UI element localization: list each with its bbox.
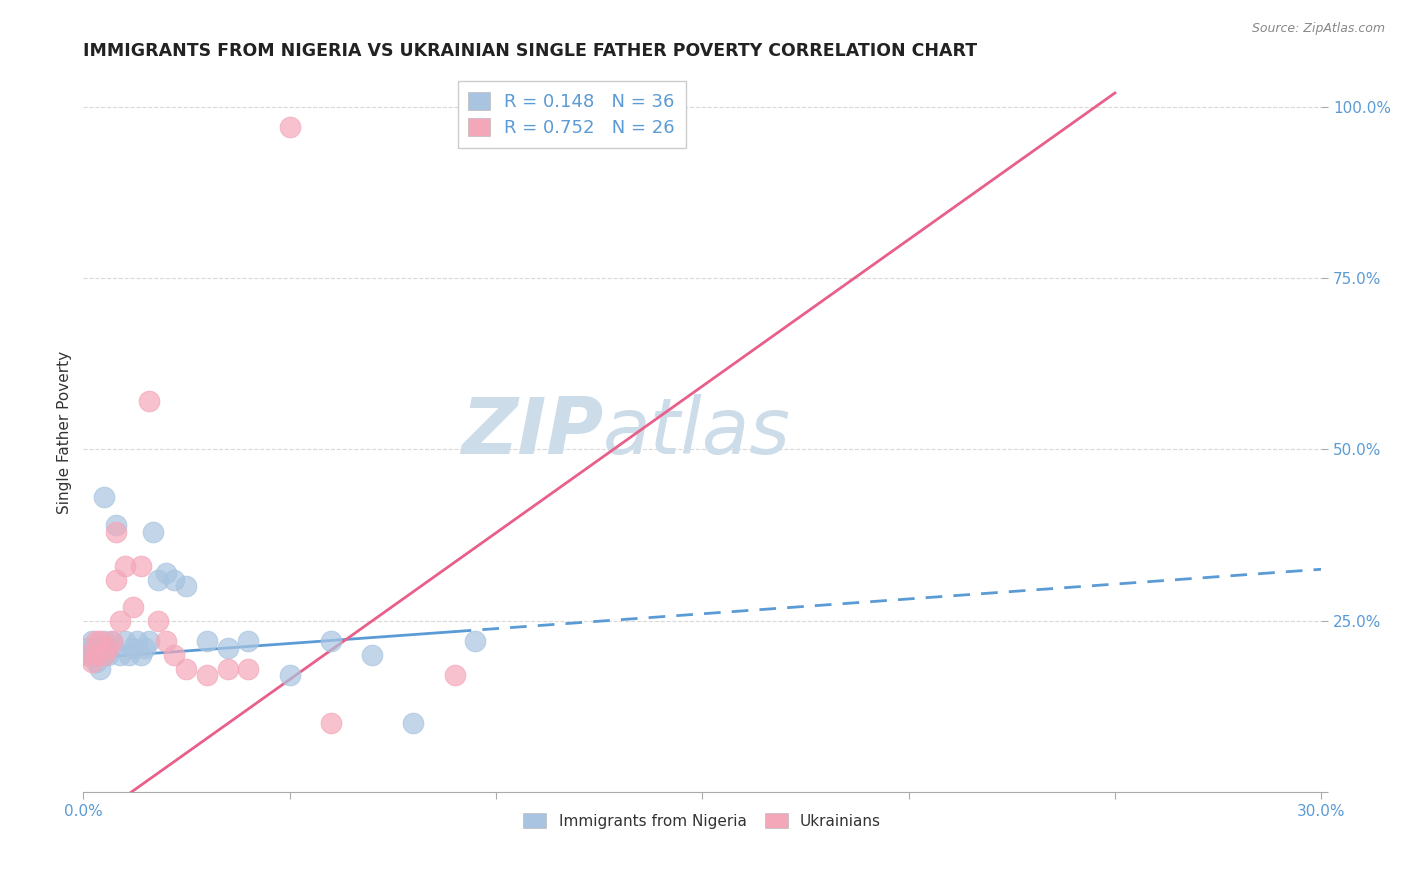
Point	[80, 634, 103, 648]
Point	[319, 716, 342, 731]
Point	[163, 573, 186, 587]
Point	[464, 634, 486, 648]
Point	[238, 634, 260, 648]
Point	[84, 641, 107, 656]
Point	[105, 524, 128, 539]
Y-axis label: Single Father Poverty: Single Father Poverty	[58, 351, 72, 514]
Legend: Immigrants from Nigeria, Ukrainians: Immigrants from Nigeria, Ukrainians	[517, 807, 887, 835]
Point	[118, 648, 141, 662]
Point	[125, 634, 148, 648]
Point	[84, 655, 107, 669]
Point	[80, 655, 103, 669]
Point	[101, 634, 124, 648]
Point	[84, 648, 107, 662]
Point	[155, 634, 177, 648]
Point	[217, 662, 239, 676]
Point	[319, 634, 342, 648]
Point	[146, 614, 169, 628]
Text: IMMIGRANTS FROM NIGERIA VS UKRAINIAN SINGLE FATHER POVERTY CORRELATION CHART: IMMIGRANTS FROM NIGERIA VS UKRAINIAN SIN…	[83, 42, 977, 60]
Point	[129, 648, 152, 662]
Text: ZIP: ZIP	[461, 394, 603, 470]
Point	[443, 668, 465, 682]
Point	[195, 634, 218, 648]
Point	[278, 120, 301, 135]
Point	[402, 716, 425, 731]
Point	[238, 662, 260, 676]
Point	[93, 634, 115, 648]
Point	[361, 648, 384, 662]
Point	[76, 641, 98, 656]
Point	[176, 579, 198, 593]
Point	[97, 641, 120, 656]
Point	[105, 517, 128, 532]
Point	[93, 648, 115, 662]
Point	[93, 491, 115, 505]
Point	[80, 648, 103, 662]
Point	[146, 573, 169, 587]
Point	[76, 648, 98, 662]
Point	[121, 641, 143, 656]
Point	[84, 634, 107, 648]
Point	[89, 648, 111, 662]
Point	[138, 394, 160, 409]
Point	[89, 662, 111, 676]
Text: Source: ZipAtlas.com: Source: ZipAtlas.com	[1251, 22, 1385, 36]
Point	[89, 634, 111, 648]
Point	[105, 573, 128, 587]
Point	[76, 648, 98, 662]
Point	[110, 614, 132, 628]
Point	[163, 648, 186, 662]
Point	[278, 668, 301, 682]
Point	[114, 558, 136, 573]
Point	[97, 648, 120, 662]
Point	[129, 558, 152, 573]
Point	[121, 599, 143, 614]
Point	[101, 634, 124, 648]
Point	[217, 641, 239, 656]
Point	[567, 120, 589, 135]
Point	[155, 566, 177, 580]
Point	[195, 668, 218, 682]
Point	[110, 648, 132, 662]
Text: atlas: atlas	[603, 394, 792, 470]
Point	[114, 634, 136, 648]
Point	[176, 662, 198, 676]
Point	[93, 648, 115, 662]
Point	[134, 641, 156, 656]
Point	[138, 634, 160, 648]
Point	[97, 641, 120, 656]
Point	[142, 524, 165, 539]
